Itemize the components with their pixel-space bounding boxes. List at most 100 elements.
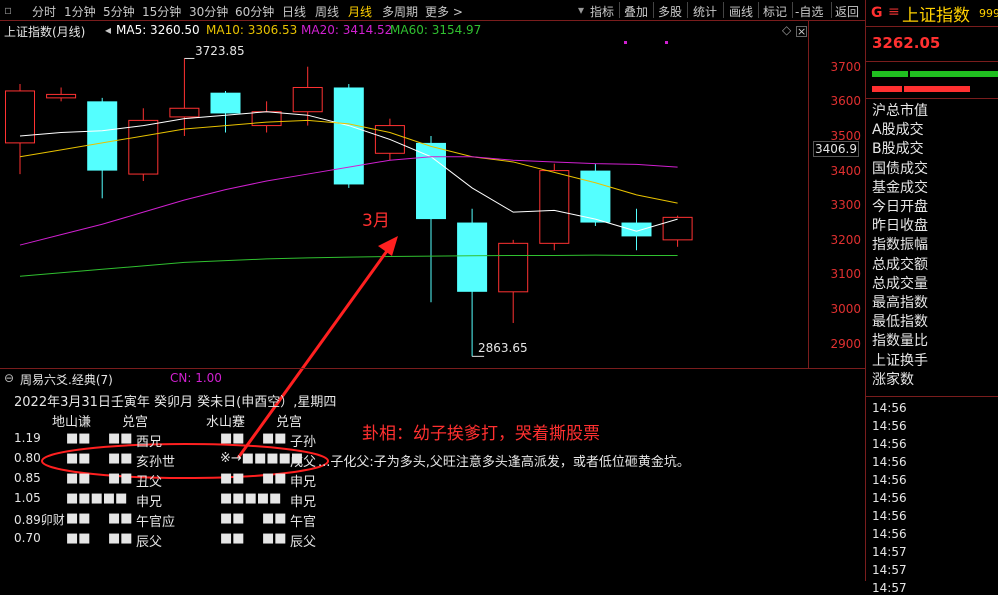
quote-field-label: 沪总市值 bbox=[872, 103, 928, 119]
row-value: 0.85 bbox=[14, 471, 41, 485]
price-tag: 3406.9 bbox=[813, 141, 859, 157]
yao-left-block2: ■■ bbox=[108, 451, 133, 466]
y-tick-label: 3400 bbox=[830, 163, 861, 178]
bar-green-1 bbox=[872, 71, 908, 77]
tick-time: 14:56 bbox=[872, 473, 907, 487]
price-axis: 2900 3000 3100 3200 3300 3400 3500 3600 3700 bbox=[808, 21, 866, 369]
tool-mark[interactable]: 标记 bbox=[763, 5, 788, 19]
tab-more[interactable]: 更多 > bbox=[425, 5, 463, 19]
close-icon[interactable]: × bbox=[796, 25, 807, 38]
tool-overlay[interactable]: 叠加 bbox=[624, 5, 649, 19]
month-annotation: 3月 bbox=[362, 211, 390, 231]
tick-time: 14:56 bbox=[872, 437, 907, 451]
tool-indicator[interactable]: 指标 bbox=[590, 5, 615, 19]
y-tick-label: 3500 bbox=[830, 128, 861, 143]
menu-icon[interactable]: ≡ bbox=[888, 4, 900, 20]
ma-line-ma10 bbox=[19, 119, 678, 204]
candle-body bbox=[5, 90, 35, 144]
tool-stats[interactable]: 统计 bbox=[693, 5, 718, 19]
marker-dot bbox=[624, 41, 627, 44]
row-value: 1.19 bbox=[14, 431, 41, 445]
yao-right-text: 辰父 bbox=[290, 535, 317, 550]
row-value: 0.70 bbox=[14, 531, 41, 545]
tick-time: 14:57 bbox=[872, 581, 907, 595]
quote-field-label: 总成交额 bbox=[872, 256, 928, 273]
yao-left-block: ■■ bbox=[66, 511, 91, 526]
quote-field-label: 指数振幅 bbox=[872, 237, 928, 254]
tab-15min[interactable]: 15分钟 bbox=[142, 5, 182, 19]
y-tick-label: 3000 bbox=[830, 302, 861, 317]
gua-right: 水山蹇 bbox=[206, 415, 246, 430]
ma60-label: MA60: 3154.97 bbox=[390, 23, 482, 37]
tab-30min[interactable]: 30分钟 bbox=[189, 5, 229, 19]
yao-left-block2: ■■ bbox=[108, 431, 133, 446]
tick-time: 14:56 bbox=[872, 401, 907, 415]
palace-right: 兑宫 bbox=[276, 415, 303, 430]
index-code: 999 bbox=[979, 7, 998, 20]
yao-right-text: 申兄 bbox=[290, 475, 317, 490]
yao-right-block: ■■ bbox=[220, 511, 245, 526]
quote-field-label: 总成交量 bbox=[872, 275, 928, 292]
tool-back[interactable]: 返回 bbox=[835, 5, 860, 19]
cn-label: CN: 1.00 bbox=[170, 371, 222, 385]
tool-watchlist[interactable]: -自选 bbox=[795, 5, 824, 19]
tool-draw-line[interactable]: 画线 bbox=[729, 5, 754, 19]
tool-multi-stock[interactable]: 多股 bbox=[658, 5, 683, 19]
yao-right-text: 午官 bbox=[290, 515, 317, 530]
ma-line-ma60 bbox=[19, 254, 678, 277]
tab-5min[interactable]: 5分钟 bbox=[103, 5, 135, 19]
yao-right-block: ■■ bbox=[220, 431, 245, 446]
candle-body bbox=[498, 242, 529, 293]
quote-field-label: 基金成交 bbox=[872, 179, 928, 196]
tab-monthly[interactable]: 月线 bbox=[348, 5, 373, 19]
candlestick-chart[interactable] bbox=[0, 39, 808, 368]
yao-right-text: 子孙 bbox=[290, 435, 317, 450]
tab-1min[interactable]: 1分钟 bbox=[64, 5, 96, 19]
red-arrow-head bbox=[378, 236, 398, 256]
candle-body bbox=[46, 93, 77, 99]
gua-left: 地山谦 bbox=[52, 415, 92, 430]
marker-dot bbox=[665, 41, 668, 44]
bar-red-1 bbox=[872, 86, 902, 92]
y-tick-label: 3700 bbox=[830, 59, 861, 74]
bar-green-2 bbox=[910, 71, 998, 77]
indicator-title[interactable]: 周易六爻.经典(7) bbox=[20, 373, 113, 387]
collapse-icon[interactable]: ⊖ bbox=[4, 371, 15, 385]
yao-left-text: 辰父 bbox=[136, 535, 163, 550]
date-line: 2022年3月31日壬寅年 癸卯月 癸未日(申酉空）,星期四 bbox=[14, 395, 337, 410]
candle-body bbox=[210, 92, 241, 114]
yao-left-text: 酉兄 bbox=[136, 435, 163, 450]
yao-right-text: 申兄 bbox=[290, 495, 317, 510]
settings-icon[interactable]: ◂ bbox=[105, 23, 112, 37]
candle-body bbox=[333, 87, 364, 185]
tab-60min[interactable]: 60分钟 bbox=[235, 5, 275, 19]
y-tick-label: 3200 bbox=[830, 232, 861, 247]
tab-weekly[interactable]: 周线 bbox=[315, 5, 340, 19]
y-tick-label: 3600 bbox=[830, 94, 861, 109]
candle-body bbox=[662, 216, 693, 241]
row-value: 1.05 bbox=[14, 491, 41, 505]
candle-body bbox=[416, 142, 446, 220]
tab-daily[interactable]: 日线 bbox=[282, 5, 307, 19]
low-label: 2863.65 bbox=[478, 341, 528, 355]
tab-multi-period[interactable]: 多周期 bbox=[382, 5, 419, 19]
tick-time: 14:56 bbox=[872, 455, 907, 469]
yao-left-block2: ■■ bbox=[108, 471, 133, 486]
yao-right-block: ■■ bbox=[220, 471, 245, 486]
candle-body bbox=[169, 107, 200, 118]
quote-field-label: 最高指数 bbox=[872, 295, 928, 311]
quote-field-label: 昨日收盘 bbox=[872, 218, 928, 235]
quote-field-label: 国债成交 bbox=[872, 160, 928, 177]
quote-field-label: 今日开盘 bbox=[872, 199, 928, 215]
y-tick-label: 2900 bbox=[830, 336, 861, 351]
grid-icon[interactable]: ▫ bbox=[4, 3, 13, 17]
index-name: 上证指数 bbox=[902, 6, 970, 26]
tick-time: 14:56 bbox=[872, 509, 907, 523]
palace-left: 兑宫 bbox=[122, 415, 149, 430]
dropdown-icon[interactable]: ▾ bbox=[578, 3, 585, 17]
yao-left-block: ■■ bbox=[66, 451, 91, 466]
y-tick-label: 3300 bbox=[830, 198, 861, 213]
tab-fenshi[interactable]: 分时 bbox=[32, 5, 57, 19]
diamond-icon[interactable]: ◇ bbox=[782, 23, 792, 37]
ma5-label: MA5: 3260.50 bbox=[116, 23, 200, 37]
